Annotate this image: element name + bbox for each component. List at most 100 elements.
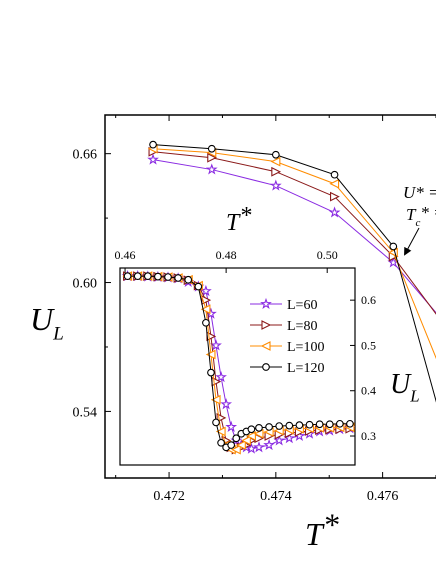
point	[305, 420, 314, 429]
legend-marker	[261, 320, 272, 330]
annotation: U* =	[403, 183, 436, 202]
x-tick-label: 0.50	[317, 248, 338, 262]
series-line	[127, 275, 350, 448]
point	[346, 419, 354, 428]
point	[253, 428, 264, 439]
legend-label: L=120	[287, 361, 324, 376]
point	[210, 394, 221, 405]
annotation-text: T	[406, 205, 417, 224]
point	[315, 420, 324, 429]
point	[271, 150, 280, 159]
point	[215, 426, 226, 437]
point	[247, 425, 256, 434]
x-tick-label: 0.476	[367, 489, 399, 504]
point	[269, 179, 282, 191]
point	[330, 170, 339, 179]
point	[255, 424, 263, 432]
point	[205, 349, 216, 360]
y-tick-label: 0.5	[361, 338, 376, 352]
point	[335, 419, 344, 428]
plot-area	[147, 140, 436, 403]
point	[245, 442, 258, 454]
x-axis-label-sup: *	[323, 506, 339, 542]
y-tick-label: 0.4	[361, 384, 376, 398]
point	[330, 191, 340, 202]
point	[205, 163, 218, 175]
y-axis-label: UL	[390, 369, 420, 405]
y-tick-label: 0.6	[361, 293, 376, 307]
point	[273, 434, 286, 446]
legend-marker	[262, 363, 270, 371]
point	[285, 421, 294, 430]
x-axis-label: T*	[305, 506, 339, 552]
point	[164, 273, 172, 281]
point	[184, 275, 193, 284]
annotation-rest: * =	[420, 203, 436, 222]
series-line	[153, 148, 436, 360]
point	[123, 272, 132, 281]
point	[202, 318, 210, 327]
x-tick-label: 0.474	[260, 489, 292, 504]
point	[207, 368, 215, 377]
point	[143, 272, 152, 281]
y-axis-label-sub: L	[52, 324, 64, 345]
annotation-arrow	[404, 227, 420, 256]
point	[241, 435, 251, 446]
point	[225, 420, 238, 432]
legend-label: L=60	[287, 298, 317, 313]
y-tick-label: 0.60	[73, 277, 98, 292]
point	[236, 440, 246, 450]
x-tick-label: 0.46	[115, 248, 136, 262]
point	[232, 434, 241, 443]
plot-area	[121, 269, 355, 455]
legend-marker	[260, 297, 272, 309]
legend-label: L=80	[287, 319, 317, 334]
x-axis-label-text: T	[226, 210, 241, 236]
point	[154, 272, 162, 281]
point	[328, 206, 341, 218]
point	[133, 272, 142, 281]
point	[194, 282, 203, 291]
point	[212, 418, 220, 427]
y-tick-label: 0.54	[73, 405, 98, 420]
point	[231, 444, 241, 455]
legend-label: L=100	[287, 340, 324, 355]
point	[275, 422, 284, 430]
point	[389, 242, 398, 251]
axes-frame	[104, 114, 436, 479]
x-axis-label-text: T	[305, 516, 325, 552]
x-tick-label: 0.472	[153, 489, 185, 504]
y-axis-label-sub: L	[409, 386, 419, 405]
y-axis-label-text: U	[30, 301, 55, 337]
point	[220, 398, 233, 410]
legend-marker	[260, 341, 271, 351]
point	[270, 156, 281, 167]
point	[265, 423, 273, 431]
point	[263, 438, 275, 451]
point	[217, 438, 225, 447]
series-line	[152, 159, 436, 314]
series-line	[153, 144, 436, 403]
annotation-sub: c	[415, 217, 420, 229]
point	[207, 144, 216, 153]
point	[227, 441, 236, 449]
point	[147, 153, 159, 165]
point	[174, 274, 182, 282]
x-tick-label: 0.48	[216, 248, 237, 262]
point	[325, 420, 334, 429]
point	[149, 140, 157, 149]
point	[215, 370, 227, 383]
x-axis-label-sup: *	[239, 203, 251, 229]
point	[200, 304, 211, 315]
point	[207, 152, 218, 163]
point	[329, 178, 340, 189]
x-axis-label: T*	[226, 203, 251, 236]
series-line	[152, 151, 436, 315]
y-tick-label: 0.3	[361, 429, 376, 443]
annotation: Tc* =	[406, 203, 436, 229]
y-axis-label: UL	[30, 301, 64, 345]
point	[246, 431, 256, 441]
point	[295, 421, 304, 429]
point	[271, 166, 282, 177]
